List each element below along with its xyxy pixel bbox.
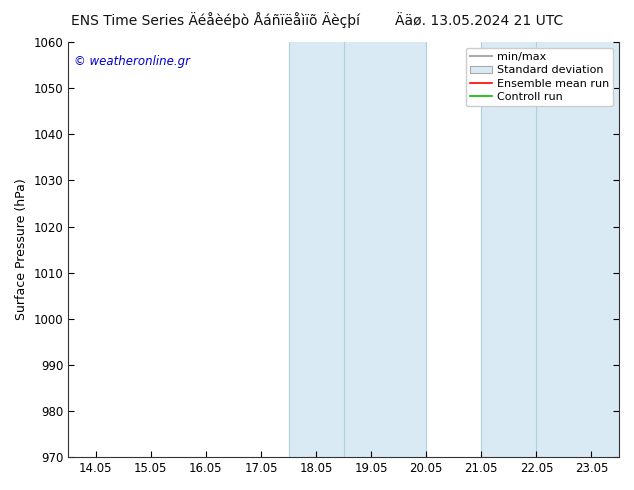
Text: ENS Time Series Äéåèéþò Åáñïëåìïõ Äèçþí        Ääø. 13.05.2024 21 UTC: ENS Time Series Äéåèéþò Åáñïëåìïõ Äèçþí … bbox=[71, 12, 563, 28]
Bar bbox=[288, 42, 344, 457]
Bar bbox=[536, 42, 619, 457]
Legend: min/max, Standard deviation, Ensemble mean run, Controll run: min/max, Standard deviation, Ensemble me… bbox=[465, 48, 614, 106]
Bar bbox=[481, 42, 536, 457]
Y-axis label: Surface Pressure (hPa): Surface Pressure (hPa) bbox=[15, 179, 28, 320]
Text: © weatheronline.gr: © weatheronline.gr bbox=[74, 54, 190, 68]
Bar bbox=[344, 42, 426, 457]
